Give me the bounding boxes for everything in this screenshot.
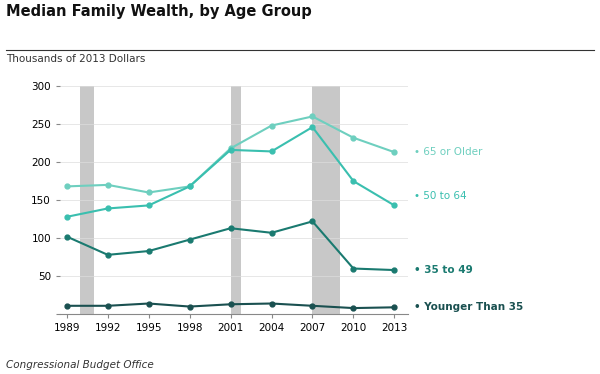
Text: Congressional Budget Office: Congressional Budget Office <box>6 360 154 370</box>
Text: • 50 to 64: • 50 to 64 <box>414 191 467 201</box>
Text: • 35 to 49: • 35 to 49 <box>414 265 473 275</box>
Text: • 65 or Older: • 65 or Older <box>414 147 482 157</box>
Bar <box>230 86 241 314</box>
Text: Median Family Wealth, by Age Group: Median Family Wealth, by Age Group <box>6 4 312 19</box>
Bar <box>313 86 340 314</box>
Bar <box>80 86 94 314</box>
Text: Thousands of 2013 Dollars: Thousands of 2013 Dollars <box>6 54 145 64</box>
Text: • Younger Than 35: • Younger Than 35 <box>414 301 523 312</box>
